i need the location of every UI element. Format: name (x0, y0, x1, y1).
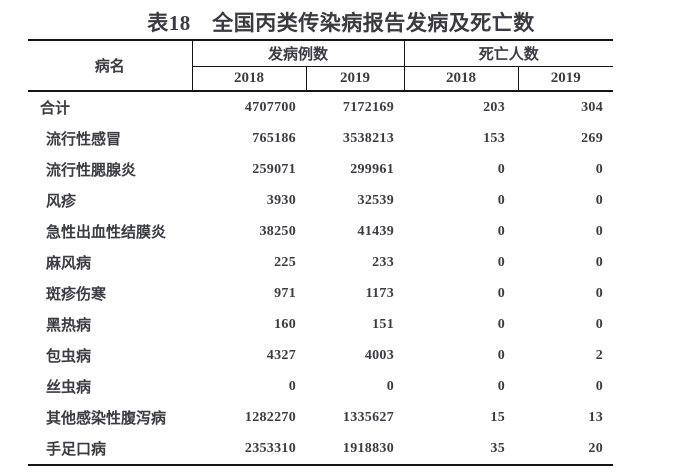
cases-2019-cell: 32539 (357, 192, 395, 208)
cases-2018-cell: 3930 (266, 192, 296, 208)
header-year-row: 2018 2019 2018 2019 (28, 66, 614, 92)
table-row: 丝虫病 0 0 0 0 (28, 371, 613, 402)
deaths-2019-cell: 13 (588, 409, 604, 425)
deaths-2018-cell: 0 (497, 347, 506, 363)
year-header-deaths-2019: 2019 (517, 66, 614, 92)
table-row: 手足口病 2353310 1918830 35 20 (28, 433, 613, 465)
cases-2019-cell: 7172169 (342, 99, 395, 115)
table-row: 合计 4707700 7172169 203 304 (28, 91, 613, 123)
cases-2018-cell: 971 (274, 285, 296, 301)
deaths-2018-cell: 0 (497, 285, 506, 301)
cases-2019-cell: 299961 (350, 161, 395, 177)
table-header: 病名 发病例数 死亡人数 2018 2019 2018 2019 (28, 40, 614, 92)
cases-2019-cell: 41439 (357, 223, 395, 239)
header-group-row: 病名 发病例数 死亡人数 (28, 40, 614, 92)
column-header-disease: 病名 (28, 40, 192, 92)
deaths-2018-cell: 15 (490, 409, 506, 425)
deaths-2018-cell: 153 (483, 130, 506, 146)
cases-2018-cell: 4707700 (244, 99, 296, 115)
cases-2018-cell: 0 (288, 378, 296, 394)
disease-name-cell: 流行性感冒 (46, 132, 122, 148)
table-row: 其他感染性腹泻病 1282270 1335627 15 13 (28, 402, 613, 433)
disease-name-cell: 其他感染性腹泻病 (46, 411, 167, 427)
disease-name-cell: 流行性腮腺炎 (46, 163, 137, 179)
cases-2018-cell: 225 (274, 254, 296, 270)
deaths-2019-cell: 0 (595, 161, 604, 177)
disease-name-cell: 急性出血性结膜炎 (46, 225, 167, 241)
deaths-2019-cell: 304 (581, 99, 604, 115)
deaths-2019-cell: 0 (595, 192, 604, 208)
year-header-cases-2019: 2019 (305, 66, 405, 92)
deaths-2018-cell: 0 (497, 254, 506, 270)
table-row: 流行性腮腺炎 259071 299961 0 0 (28, 154, 613, 185)
deaths-2018-cell: 35 (490, 440, 506, 456)
disease-name-cell: 黑热病 (46, 318, 92, 334)
cases-2019-cell: 233 (372, 254, 395, 270)
table-row: 包虫病 4327 4003 0 2 (28, 340, 613, 371)
deaths-2018-cell: 0 (497, 192, 506, 208)
year-header-cases-2018: 2018 (191, 66, 306, 92)
table-row: 麻风病 225 233 0 0 (28, 247, 613, 278)
year-header-deaths-2018: 2018 (403, 66, 519, 92)
deaths-2019-cell: 269 (581, 130, 604, 146)
disease-name-cell: 风疹 (46, 194, 77, 210)
deaths-2019-cell: 0 (595, 285, 604, 301)
disease-name-cell: 包虫病 (46, 349, 92, 365)
disease-name-cell: 麻风病 (46, 256, 92, 272)
deaths-2018-cell: 203 (483, 99, 506, 115)
cases-2019-cell: 1918830 (342, 440, 395, 456)
table-title: 表18 全国丙类传染病报告发病及死亡数 (147, 11, 535, 35)
deaths-2019-cell: 0 (595, 378, 604, 394)
disease-name-cell: 丝虫病 (46, 380, 92, 396)
deaths-2019-cell: 0 (595, 223, 604, 239)
table-row: 风疹 3930 32539 0 0 (28, 185, 613, 216)
cases-2019-cell: 1173 (365, 285, 395, 301)
table-row: 斑疹伤寒 971 1173 0 0 (28, 278, 613, 309)
cases-2019-cell: 0 (386, 378, 395, 394)
deaths-2018-cell: 0 (497, 223, 506, 239)
disease-name-cell: 斑疹伤寒 (46, 287, 107, 303)
cases-2018-cell: 4327 (266, 347, 296, 363)
cases-2018-cell: 259071 (252, 161, 296, 177)
disease-name-cell: 合计 (40, 101, 71, 117)
deaths-2018-cell: 0 (497, 161, 506, 177)
group-header-deaths: 死亡人数 (403, 40, 614, 67)
table-row: 流行性感冒 765186 3538213 153 269 (28, 123, 613, 154)
cases-2019-cell: 151 (372, 316, 395, 332)
disease-name-cell: 手足口病 (46, 442, 107, 458)
deaths-2018-cell: 0 (497, 316, 506, 332)
table-row: 黑热病 160 151 0 0 (28, 309, 613, 340)
deaths-2019-cell: 0 (595, 316, 604, 332)
cases-2018-cell: 160 (274, 316, 296, 332)
cases-2019-cell: 3538213 (342, 130, 395, 146)
cases-2019-cell: 4003 (364, 347, 395, 363)
cases-2018-cell: 38250 (259, 223, 296, 239)
table-row: 急性出血性结膜炎 38250 41439 0 0 (28, 216, 613, 247)
disease-statistics-table: 病名 发病例数 死亡人数 2018 2019 2018 2019 合计 47077… (28, 39, 614, 466)
deaths-2018-cell: 0 (497, 378, 506, 394)
group-header-cases: 发病例数 (191, 40, 405, 67)
cases-2018-cell: 1282270 (244, 409, 296, 425)
deaths-2019-cell: 20 (588, 440, 604, 456)
cases-2019-cell: 1335627 (342, 409, 395, 425)
table-body: 合计 4707700 7172169 203 304 流行性感冒 765186 3538213… (28, 91, 613, 465)
deaths-2019-cell: 0 (595, 254, 604, 270)
deaths-2019-cell: 2 (595, 347, 604, 363)
cases-2018-cell: 2353310 (244, 440, 296, 456)
cases-2018-cell: 765186 (252, 130, 296, 146)
